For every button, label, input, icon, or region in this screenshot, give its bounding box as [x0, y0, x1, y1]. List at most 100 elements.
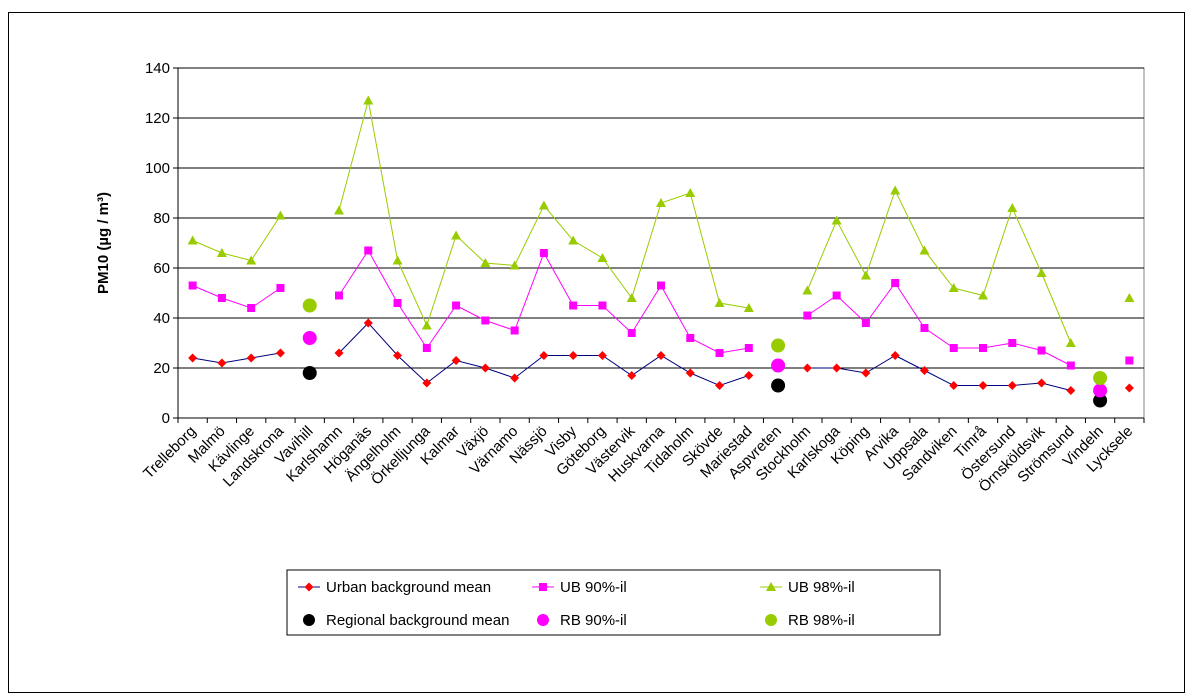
data-point — [598, 301, 607, 310]
data-point — [919, 245, 930, 255]
data-point — [187, 235, 198, 245]
data-point — [246, 353, 256, 363]
y-tick-label: 60 — [153, 260, 170, 277]
data-point — [246, 255, 257, 265]
data-point — [568, 235, 579, 245]
y-tick-label: 80 — [153, 210, 170, 227]
legend: Urban background mean UB 90%-il UB 98%-il R… — [286, 569, 941, 636]
data-point — [744, 344, 753, 352]
data-point — [188, 353, 198, 363]
data-point — [217, 358, 227, 368]
legend-item-ub-98-il: UB 98%-il — [760, 579, 855, 596]
data-point — [920, 324, 929, 332]
data-point — [216, 248, 227, 257]
data-point — [1007, 381, 1017, 390]
data-point — [217, 294, 226, 302]
series-rb-90-il — [302, 331, 1108, 398]
data-point — [685, 368, 695, 378]
legend-item-urban-background-mean: Urban background mean — [298, 579, 491, 596]
data-point — [1066, 361, 1075, 370]
data-point — [363, 318, 373, 328]
data-point — [335, 291, 343, 300]
y-tick-label: 140 — [145, 60, 170, 77]
data-point — [422, 378, 432, 388]
y-axis-label: PM10 (µg / m³) — [95, 192, 112, 294]
data-point — [275, 348, 285, 358]
legend-marker — [537, 614, 549, 626]
legend-label: Urban background mean — [326, 579, 491, 596]
data-point — [948, 283, 959, 292]
data-point — [452, 301, 461, 310]
data-point — [392, 255, 403, 265]
series-urban-background-mean — [188, 318, 1134, 395]
data-point — [890, 351, 900, 360]
legend-label: RB 98%-il — [788, 612, 855, 629]
data-point — [627, 371, 637, 380]
data-point — [275, 210, 286, 220]
legend-marker — [766, 582, 776, 591]
data-point — [979, 344, 987, 352]
data-point — [510, 326, 519, 335]
data-point — [686, 334, 695, 342]
data-point — [393, 351, 403, 360]
data-point — [481, 316, 490, 325]
series-ub-90-il — [188, 246, 1134, 370]
data-point — [364, 246, 373, 255]
data-point — [451, 356, 461, 365]
data-point — [949, 381, 959, 390]
chart-frame — [8, 12, 1185, 693]
data-point — [802, 285, 813, 295]
data-point — [803, 311, 812, 320]
series-rb-98-il — [302, 298, 1108, 385]
data-point — [685, 188, 696, 197]
data-point — [276, 284, 285, 292]
legend-marker — [304, 582, 314, 592]
legend-marker — [303, 614, 315, 626]
data-point — [861, 319, 870, 327]
data-point — [509, 260, 520, 270]
legend-marker — [539, 583, 547, 591]
series-line — [807, 282, 1072, 366]
legend-box — [286, 569, 941, 636]
legend-marker — [765, 614, 777, 626]
data-point — [422, 344, 431, 352]
data-point — [626, 293, 637, 302]
data-point — [334, 348, 344, 358]
data-point — [891, 279, 900, 287]
data-point — [247, 304, 256, 312]
plot-area: 020406080100120140TrelleborgMalmöKävling… — [140, 60, 1145, 496]
data-point — [1036, 268, 1047, 277]
data-point — [949, 344, 958, 352]
plot-background — [177, 67, 1145, 419]
series-line — [192, 352, 281, 364]
y-tick-label: 100 — [145, 160, 170, 177]
data-point — [715, 381, 725, 390]
series-line — [192, 285, 281, 309]
data-point — [569, 301, 578, 310]
series-regional-background-mean — [302, 366, 1108, 408]
legend-label: UB 98%-il — [788, 579, 855, 596]
data-point — [1124, 383, 1134, 393]
data-point — [188, 281, 197, 290]
data-point — [302, 298, 317, 313]
data-point — [1037, 378, 1047, 388]
y-tick-label: 120 — [145, 110, 170, 127]
data-point — [978, 381, 988, 390]
data-point — [539, 249, 548, 257]
data-point — [334, 205, 344, 215]
data-point — [831, 215, 842, 225]
data-point — [393, 299, 402, 307]
data-point — [1066, 386, 1076, 395]
data-point — [597, 351, 607, 360]
data-point — [1037, 346, 1046, 355]
data-point — [480, 363, 490, 373]
data-point — [568, 351, 578, 360]
data-point — [1093, 393, 1108, 408]
data-point — [744, 371, 754, 380]
legend-item-ub-90-il: UB 90%-il — [532, 579, 627, 596]
data-point — [771, 338, 786, 353]
data-point — [743, 303, 754, 312]
series-line — [806, 189, 1072, 344]
data-point — [1093, 371, 1108, 385]
